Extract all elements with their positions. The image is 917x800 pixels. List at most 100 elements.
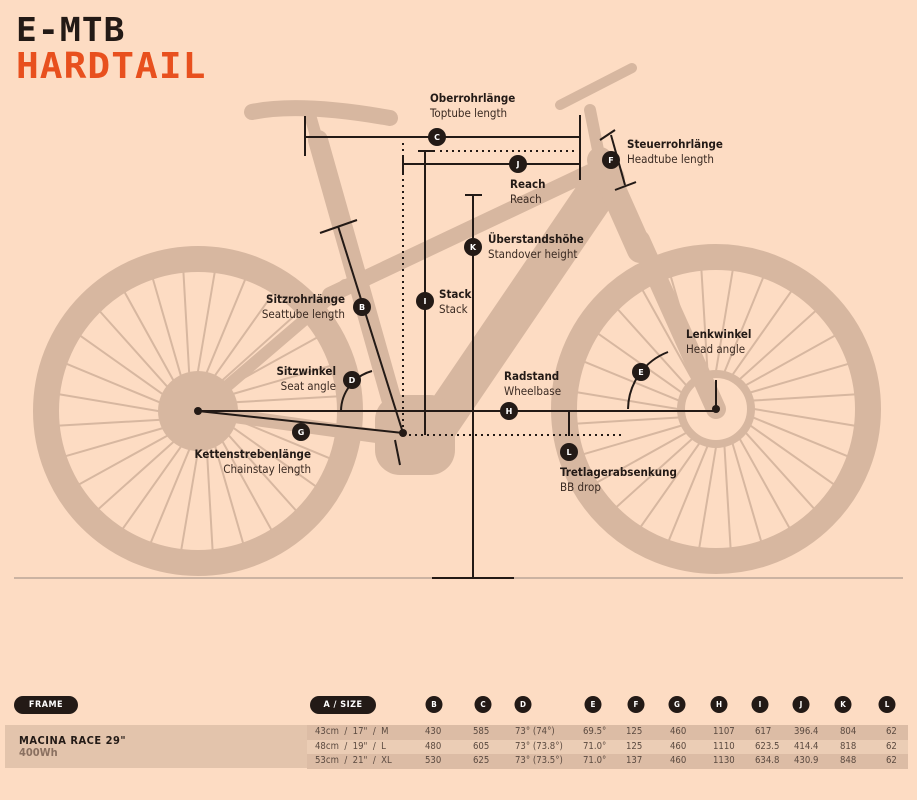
spoke bbox=[731, 290, 793, 376]
value-cell-f: 137 bbox=[626, 755, 643, 766]
label-en: Toptube length bbox=[430, 106, 508, 120]
spoke bbox=[214, 292, 275, 376]
label-de: Überstandshöhe bbox=[488, 232, 584, 246]
value-cell-c: 605 bbox=[473, 740, 490, 752]
title-line-1: E-MTB bbox=[16, 10, 126, 49]
badge-f: F bbox=[602, 151, 620, 169]
badge-i: I bbox=[416, 292, 434, 310]
value-cell-g: 460 bbox=[670, 755, 687, 766]
svg-text:H: H bbox=[506, 407, 513, 416]
spoke bbox=[149, 448, 191, 544]
value-cell-d: 73° (74°) bbox=[515, 726, 555, 737]
front-axle bbox=[712, 405, 720, 413]
top-tube bbox=[322, 157, 613, 303]
spoke bbox=[641, 288, 694, 381]
spoke bbox=[57, 418, 161, 427]
frame-header: FRAME bbox=[14, 696, 78, 714]
column-header-e: E bbox=[584, 696, 602, 713]
label-de: Sitzwinkel bbox=[276, 364, 336, 378]
spoke bbox=[583, 360, 680, 402]
label-en: BB drop bbox=[560, 480, 601, 494]
spoke bbox=[744, 431, 816, 510]
spoke bbox=[235, 395, 339, 404]
spoke bbox=[65, 362, 161, 404]
spoke bbox=[205, 278, 247, 374]
value-cell-h: 1110 bbox=[713, 740, 735, 752]
spoke bbox=[615, 437, 694, 509]
spoke bbox=[715, 269, 734, 372]
title-line-2: HARDTAIL bbox=[16, 46, 207, 87]
saddle bbox=[244, 100, 398, 126]
table-row: 53cm / 21" / XL 530 625 73° (73.5°) 71.0° 137… bbox=[307, 754, 908, 769]
svg-text:B: B bbox=[359, 303, 365, 312]
spoke bbox=[752, 393, 857, 402]
value-cell-l: 62 bbox=[886, 726, 897, 737]
badge-g: G bbox=[292, 423, 310, 441]
spoke bbox=[738, 437, 791, 530]
spoke bbox=[749, 424, 835, 486]
spoke bbox=[123, 290, 175, 381]
label-en: Reach bbox=[510, 192, 542, 206]
value-cell-j: 430.9 bbox=[794, 755, 819, 766]
model-panel bbox=[5, 725, 307, 768]
spoke bbox=[576, 391, 679, 410]
bike-geometry-diagram: C J F K I B D E H G L bbox=[14, 63, 903, 579]
badge-c: C bbox=[428, 128, 446, 146]
handlebar bbox=[555, 63, 637, 110]
label-de: Oberrohrlänge bbox=[430, 91, 516, 105]
value-cell-c: 585 bbox=[473, 726, 490, 737]
value-cell-k: 848 bbox=[840, 755, 857, 766]
value-cell-k: 804 bbox=[840, 726, 857, 737]
value-cell-i: 634.8 bbox=[755, 755, 780, 766]
label-en: Seattube length bbox=[261, 307, 345, 321]
spoke bbox=[575, 416, 680, 425]
spoke bbox=[700, 268, 709, 373]
value-cell-e: 71.0° bbox=[583, 755, 607, 766]
svg-text:D: D bbox=[349, 376, 356, 385]
value-cell-f: 125 bbox=[626, 726, 643, 737]
spoke bbox=[639, 442, 701, 528]
label-chainstay: Kettenstrebenlänge Chainstay length bbox=[195, 447, 311, 477]
spoke bbox=[182, 270, 191, 374]
svg-text:J: J bbox=[516, 160, 520, 169]
column-header-k: K bbox=[834, 696, 852, 713]
spoke bbox=[151, 277, 182, 376]
rear-axle bbox=[194, 407, 202, 415]
value-cell-b: 480 bbox=[425, 740, 442, 752]
label-de: Radstand bbox=[504, 369, 560, 383]
svg-text:L: L bbox=[566, 448, 571, 457]
value-cell-f: 125 bbox=[626, 740, 643, 752]
value-cell-d: 73° (73.5°) bbox=[515, 755, 563, 766]
spoke bbox=[616, 308, 688, 387]
value-cell-g: 460 bbox=[670, 740, 687, 752]
spoke bbox=[582, 424, 683, 456]
size-cell: 48cm / 19" / L bbox=[315, 740, 386, 752]
column-header-j: J bbox=[792, 696, 810, 713]
label-headtube: Steuerrohrlänge Headtube length bbox=[627, 137, 723, 167]
badge-j: J bbox=[509, 155, 527, 173]
column-header-l: L bbox=[878, 696, 896, 713]
label-de: Stack bbox=[439, 287, 472, 301]
spoke bbox=[197, 271, 216, 372]
label-toptube: Oberrohrlänge Toptube length bbox=[430, 91, 515, 121]
spoke bbox=[667, 445, 709, 542]
spoke bbox=[753, 408, 856, 427]
value-cell-j: 396.4 bbox=[794, 726, 819, 737]
column-header-d: D bbox=[514, 696, 532, 713]
stem bbox=[584, 104, 606, 166]
spoke bbox=[698, 446, 717, 549]
label-de: Reach bbox=[510, 177, 546, 191]
label-de: Sitzrohrlänge bbox=[266, 292, 345, 306]
label-en: Head angle bbox=[686, 342, 746, 356]
label-de: Kettenstrebenlänge bbox=[194, 447, 311, 461]
spoke bbox=[221, 441, 273, 532]
spoke bbox=[205, 448, 214, 552]
column-header-b: B bbox=[425, 696, 443, 713]
label-en: Stack bbox=[439, 302, 468, 316]
spoke bbox=[595, 431, 688, 484]
value-cell-k: 818 bbox=[840, 740, 857, 752]
spoke bbox=[98, 310, 168, 388]
table-row: 43cm / 17" / M 430 585 73° (74°) 69.5° 125 460… bbox=[307, 725, 908, 740]
seatpost bbox=[304, 109, 326, 156]
label-de: Steuerrohrlänge bbox=[627, 137, 723, 151]
